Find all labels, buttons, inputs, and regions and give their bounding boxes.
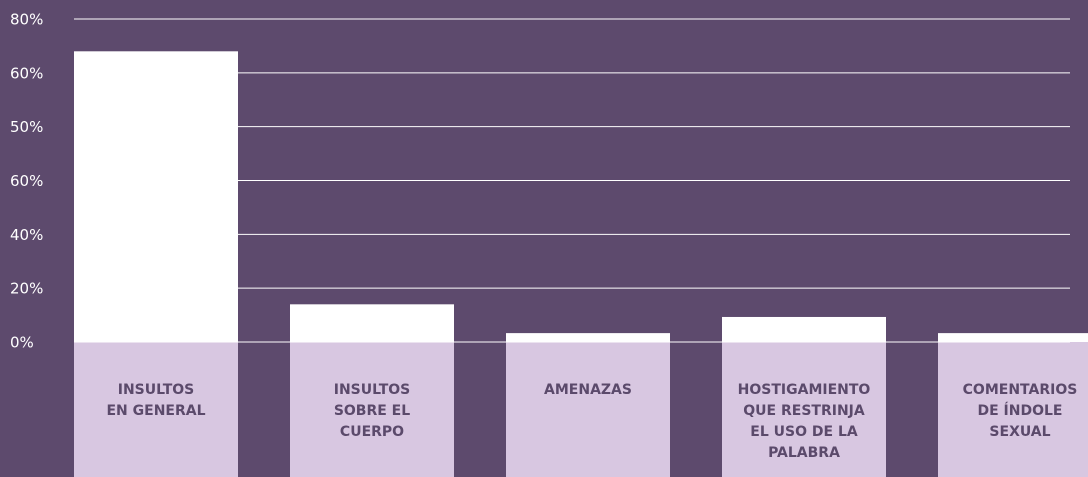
bar [722,316,886,342]
y-tick-label: 50% [10,118,43,136]
category-panel [74,342,238,477]
bar [290,304,454,342]
y-tick-label: 0% [10,334,34,352]
x-tick-label: COMENTARIOS DE ÍNDOLE SEXUAL [962,382,1078,440]
bar [74,51,238,343]
category-panel [938,342,1088,477]
category-panel [506,342,670,477]
y-tick-label: 60% [10,172,43,190]
bar [938,333,1088,342]
category-panel [722,342,886,477]
x-tick-label: HOSTIGAMIENTO QUE RESTRINJA EL USO DE LA… [737,382,871,461]
x-tick-label: INSULTOS SOBRE EL CUERPO [333,382,411,440]
x-tick-label: AMENAZAS [544,382,632,398]
x-tick-label: INSULTOS EN GENERAL [106,382,206,419]
y-tick-label: 20% [10,280,43,298]
y-tick-label: 60% [10,64,43,82]
bar [506,333,670,342]
category-panel [290,342,454,477]
y-tick-label: 40% [10,226,43,244]
y-tick-label: 80% [10,11,43,29]
